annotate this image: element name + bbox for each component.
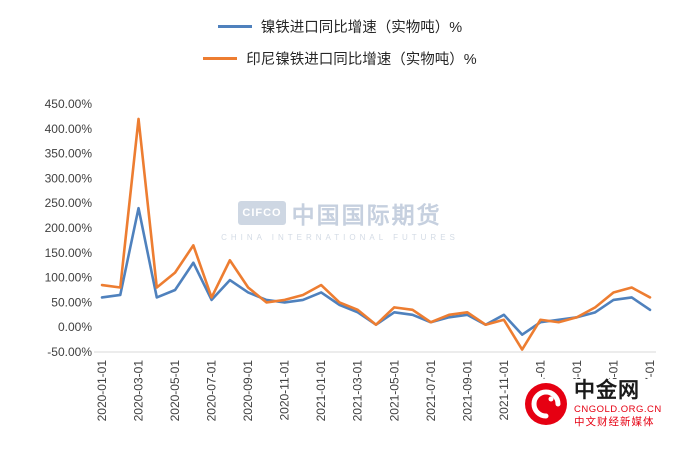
legend-label-indonesia-nickel-iron: 印尼镍铁进口同比增速（实物吨）% <box>246 52 477 68</box>
legend-item-indonesia-nickel-iron: 印尼镍铁进口同比增速（实物吨）% <box>203 48 477 69</box>
cngold-logo: 中金网 CNGOLD.ORG.CN 中文财经新媒体 <box>524 379 662 429</box>
logo-tagline: 中文财经新媒体 <box>574 416 655 429</box>
svg-text:150.00%: 150.00% <box>45 246 93 260</box>
svg-text:2021-03-01: 2021-03-01 <box>351 360 365 422</box>
legend-swatch-blue-line <box>217 25 252 28</box>
svg-text:400.00%: 400.00% <box>45 122 93 136</box>
svg-text:2020-05-01: 2020-05-01 <box>168 360 182 422</box>
legend-item-nickel-iron: 镍铁进口同比增速（实物吨）% <box>217 16 463 37</box>
svg-text:2021-09-01: 2021-09-01 <box>460 360 474 422</box>
svg-text:2020-07-01: 2020-07-01 <box>205 360 219 422</box>
chart-legend: 镍铁进口同比增速（实物吨）% 印尼镍铁进口同比增速（实物吨）% <box>0 16 680 69</box>
svg-text:350.00%: 350.00% <box>45 147 93 161</box>
logo-name: 中金网 <box>574 379 640 402</box>
svg-text:2020-11-01: 2020-11-01 <box>278 360 292 421</box>
cngold-phoenix-icon <box>525 382 567 425</box>
svg-text:450.00%: 450.00% <box>45 97 93 111</box>
svg-text:2020-01-01: 2020-01-01 <box>95 360 109 422</box>
svg-text:300.00%: 300.00% <box>45 171 93 185</box>
legend-swatch-orange-line <box>203 57 238 60</box>
svg-text:2021-05-01: 2021-05-01 <box>387 360 401 422</box>
svg-text:2021-01-01: 2021-01-01 <box>314 360 328 422</box>
svg-text:2021-07-01: 2021-07-01 <box>424 360 438 422</box>
svg-text:50.00%: 50.00% <box>51 295 92 309</box>
logo-domain: CNGOLD.ORG.CN <box>574 404 662 416</box>
svg-text:2020-09-01: 2020-09-01 <box>241 360 255 422</box>
legend-label-nickel-iron: 镍铁进口同比增速（实物吨）% <box>260 20 463 36</box>
svg-text:200.00%: 200.00% <box>45 221 93 235</box>
svg-text:100.00%: 100.00% <box>45 271 93 285</box>
svg-text:-50.00%: -50.00% <box>47 345 92 359</box>
svg-text:2020-03-01: 2020-03-01 <box>132 360 146 422</box>
svg-text:0.00%: 0.00% <box>58 320 92 334</box>
svg-text:250.00%: 250.00% <box>45 196 93 210</box>
svg-text:2021-11-01: 2021-11-01 <box>497 360 511 421</box>
